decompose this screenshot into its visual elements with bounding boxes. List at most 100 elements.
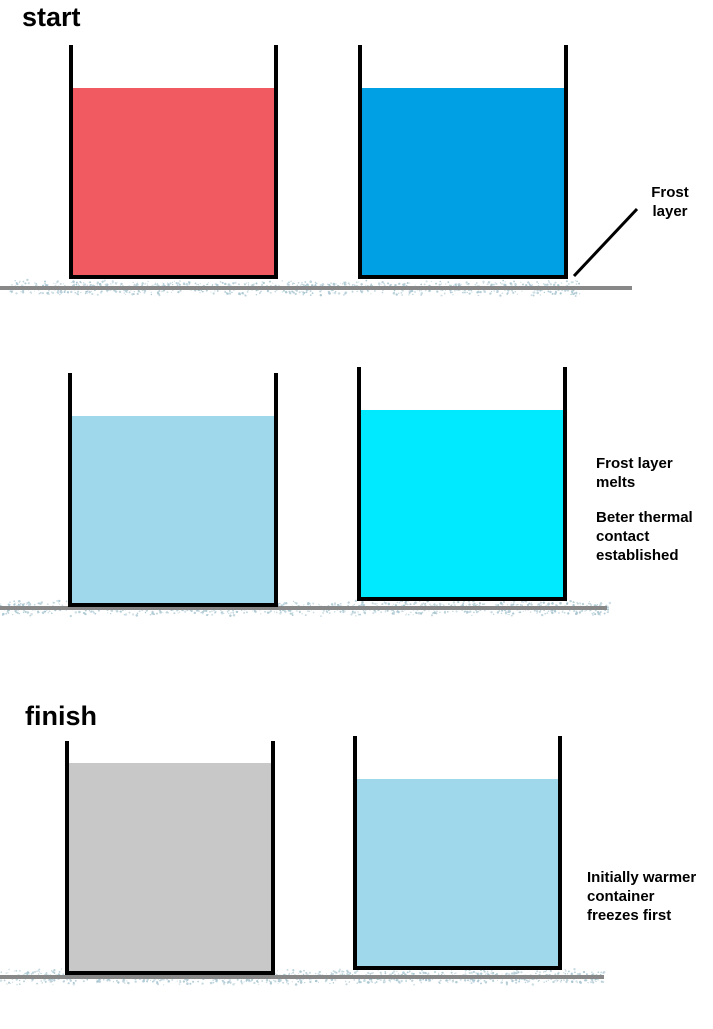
frost-speck	[178, 611, 181, 613]
frost-speck	[325, 973, 328, 975]
frost-speck	[586, 604, 588, 606]
frost-speck	[44, 980, 47, 983]
frost-speck	[143, 289, 147, 293]
frost-speck	[384, 609, 386, 611]
frost-speck	[290, 280, 292, 282]
frost-speck	[380, 971, 382, 973]
frost-speck	[436, 604, 438, 606]
frost-speck	[37, 610, 40, 613]
frost-speck	[522, 601, 525, 603]
frost-speck	[602, 970, 606, 974]
frost-speck	[6, 983, 8, 985]
frost-speck	[85, 290, 87, 293]
frost-speck	[197, 283, 199, 286]
frost-speck	[280, 978, 282, 981]
frost-speck	[490, 972, 493, 974]
frost-speck	[51, 291, 53, 293]
frost-speck	[572, 293, 575, 296]
frost-speck	[298, 291, 301, 294]
frost-speck	[301, 613, 303, 615]
frost-speck	[490, 611, 493, 614]
frost-speck	[211, 613, 214, 616]
frost-speck	[0, 979, 3, 982]
frost-speck	[292, 969, 295, 972]
frost-speck	[409, 290, 412, 293]
frost-speck	[295, 289, 298, 292]
frost-speck	[348, 981, 351, 983]
frost-speck	[530, 602, 533, 604]
annotation-line: layer	[652, 203, 688, 220]
frost-speck	[391, 612, 395, 615]
frost-speck	[117, 981, 120, 984]
container-left-middle	[68, 373, 278, 607]
frost-speck	[476, 290, 480, 294]
frost-speck	[106, 283, 109, 286]
frost-speck	[539, 601, 543, 604]
frost-speck	[236, 978, 239, 981]
frost-speck	[409, 603, 412, 606]
frost-speck	[426, 973, 428, 975]
frost-speck	[59, 293, 61, 296]
frost-speck	[567, 970, 570, 973]
frost-speck	[69, 614, 72, 618]
frost-speck	[48, 978, 52, 981]
frost-speck	[31, 980, 33, 982]
frost-speck	[255, 282, 258, 284]
frost-speck	[579, 293, 581, 295]
frost-speck	[608, 601, 612, 605]
frost-speck	[258, 983, 260, 985]
frost-speck	[422, 978, 425, 981]
frost-speck	[396, 601, 399, 604]
frost-speck	[476, 611, 478, 613]
frost-speck	[24, 282, 27, 285]
frost-speck	[589, 980, 593, 984]
frost-speck	[163, 984, 165, 986]
frost-speck	[230, 612, 232, 614]
frost-speck	[307, 284, 309, 286]
liquid-right-finish	[357, 779, 558, 967]
frost-speck	[228, 979, 231, 981]
frost-speck	[226, 611, 229, 613]
frost-speck	[591, 612, 594, 615]
frost-speck	[265, 981, 268, 984]
frost-speck	[419, 978, 422, 982]
frost-speck	[58, 599, 61, 603]
frost-speck	[285, 291, 287, 293]
frost-speck	[256, 980, 259, 983]
frost-speck	[12, 981, 14, 983]
frost-speck	[504, 612, 507, 615]
frost-speck	[234, 281, 237, 284]
frost-speck	[103, 279, 106, 282]
frost-speck	[101, 280, 104, 283]
frost-speck	[320, 290, 322, 292]
frost-speck	[9, 290, 12, 292]
frost-speck	[153, 613, 156, 616]
frost-speck	[332, 970, 335, 973]
frost-speck	[128, 291, 131, 294]
frost-speck	[47, 611, 50, 614]
frost-speck	[374, 610, 377, 614]
frost-speck	[103, 979, 105, 981]
frost-speck	[184, 610, 187, 613]
frost-speck	[91, 290, 93, 292]
frost-speck	[177, 291, 180, 293]
frost-speck	[284, 603, 286, 606]
frost-speck	[571, 981, 574, 984]
frost-speck	[38, 293, 40, 295]
frost-speck	[417, 611, 421, 615]
frost-speck	[592, 613, 594, 616]
frost-speck	[78, 610, 81, 614]
frost-speck	[343, 281, 346, 284]
frost-speck	[546, 283, 549, 286]
frost-speck	[319, 973, 321, 976]
frost-speck	[418, 971, 422, 975]
frost-speck	[23, 609, 25, 612]
frost-speck	[339, 610, 342, 613]
frost-speck	[361, 601, 364, 604]
frost-speck	[141, 290, 143, 292]
frost-speck	[30, 973, 33, 975]
frost-speck	[275, 611, 278, 614]
frost-speck	[550, 611, 553, 614]
frost-speck	[72, 983, 75, 986]
frost-speck	[530, 294, 533, 297]
